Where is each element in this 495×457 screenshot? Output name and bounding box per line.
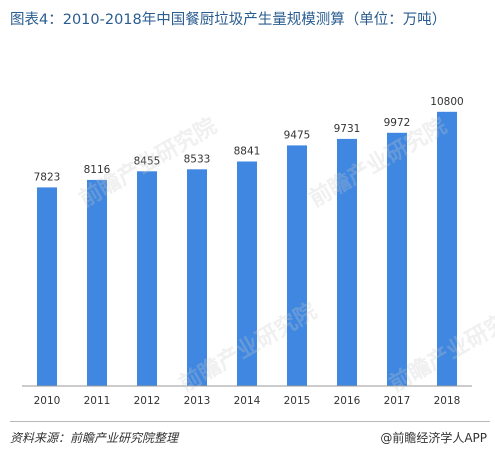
x-tick-label-2016: 2016 (334, 395, 361, 407)
bars-layer (37, 111, 457, 387)
bar-2016 (337, 138, 357, 386)
data-label-2012: 8455 (134, 155, 161, 167)
x-tick-labels-layer: 2010 2011 2012 2013 2014 2015 2016 2017 2018 (34, 395, 461, 407)
x-tick-label-2010: 2010 (34, 395, 61, 407)
bar-2017 (387, 132, 407, 386)
x-tick-label-2017: 2017 (384, 395, 411, 407)
x-tick-label-2013: 2013 (184, 395, 211, 407)
data-label-2011: 8116 (84, 164, 111, 176)
brand-credit: @前瞻经济学人APP (380, 431, 487, 445)
chart-title: 图表4：2010-2018年中国餐厨垃圾产生量规模测算（单位：万吨） (10, 12, 447, 28)
data-label-2014: 8841 (234, 146, 261, 158)
bar-2012 (137, 171, 157, 386)
data-label-2015: 9475 (284, 129, 311, 141)
bar-2011 (87, 179, 107, 386)
x-tick-label-2014: 2014 (234, 395, 261, 407)
x-tick-label-2011: 2011 (84, 395, 111, 407)
x-tick-label-2018: 2018 (434, 395, 461, 407)
footer-divider (10, 421, 490, 422)
data-label-2017: 9972 (384, 117, 411, 129)
bar-2018 (437, 111, 457, 387)
data-label-2013: 8533 (184, 153, 211, 165)
x-tick-label-2015: 2015 (284, 395, 311, 407)
data-label-2010: 7823 (34, 171, 61, 183)
data-label-2018: 10800 (430, 96, 463, 108)
bar-2010 (37, 187, 57, 386)
bar-2015 (287, 145, 307, 386)
data-label-2016: 9731 (334, 123, 361, 135)
bar-2014 (237, 161, 257, 386)
source-note: 资料来源：前瞻产业研究院整理 (10, 431, 179, 445)
bar-2013 (187, 169, 207, 386)
data-labels-layer: 7823 8116 8455 8533 8841 9475 9731 9972 10800 (34, 96, 464, 184)
x-tick-label-2012: 2012 (134, 395, 161, 407)
